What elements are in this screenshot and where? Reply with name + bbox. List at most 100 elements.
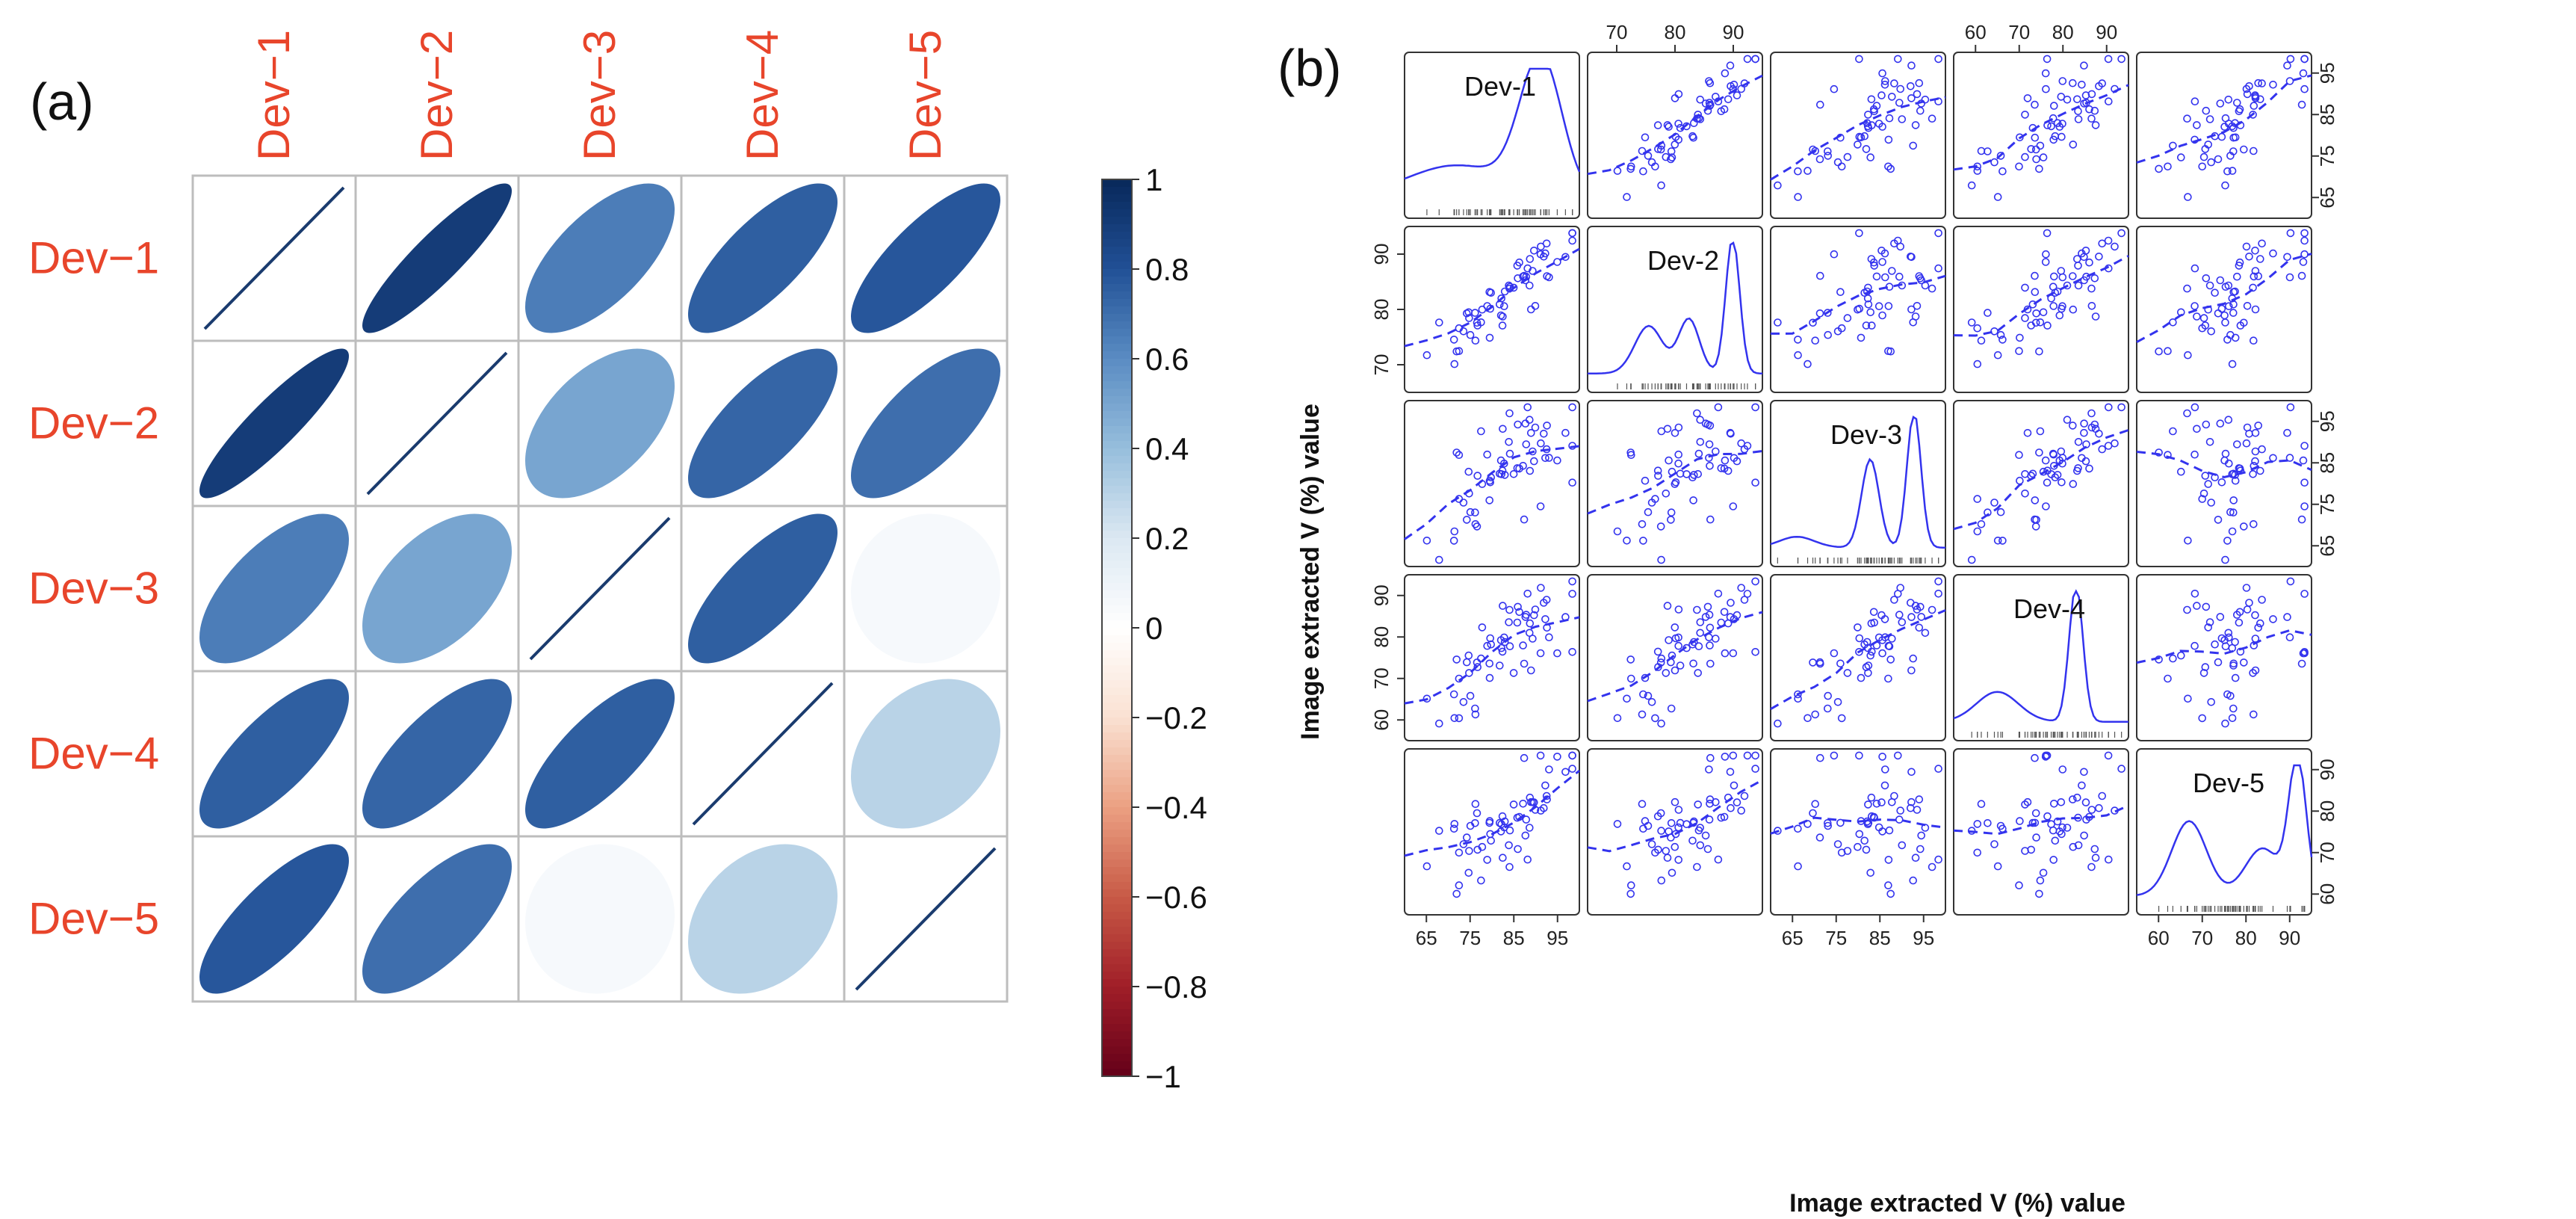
scatter-point bbox=[2269, 249, 2277, 258]
scatter-point bbox=[1721, 69, 1730, 78]
top-axis-tick-label: 90 bbox=[2096, 21, 2117, 43]
scatter-point bbox=[1639, 824, 1647, 833]
scatter-point bbox=[1705, 765, 1713, 774]
scatter-point bbox=[2235, 618, 2244, 627]
scatter-point bbox=[1743, 590, 1752, 598]
right-axis-tick-label: 75 bbox=[2316, 493, 2338, 515]
matrix-cell bbox=[843, 835, 1009, 1003]
scatter-point bbox=[1751, 403, 1759, 412]
scatter-point bbox=[1863, 294, 1872, 303]
scatter-point bbox=[1833, 327, 1842, 336]
right-axis-tick-label: 95 bbox=[2316, 62, 2338, 84]
scatter-point bbox=[2042, 84, 2050, 93]
colorbar-segment bbox=[1102, 262, 1132, 270]
scatter-point bbox=[1688, 473, 1697, 482]
scatter-point bbox=[1505, 437, 1513, 446]
scatter-point bbox=[2184, 694, 2192, 703]
scatter-point bbox=[1855, 830, 1864, 839]
scatter-point bbox=[1726, 768, 1735, 777]
colorbar-segment bbox=[1102, 441, 1132, 449]
correlation-ellipse bbox=[362, 183, 513, 333]
scatter-point bbox=[1527, 797, 1535, 806]
scatter-point bbox=[2063, 96, 2072, 104]
scatter-point bbox=[2251, 428, 2260, 437]
colorbar-tick-label: −0.8 bbox=[1145, 969, 1207, 1004]
bottom-axis-tick-label: 95 bbox=[1913, 927, 1934, 949]
diagonal-variable-label: Dev-1 bbox=[1464, 71, 1536, 102]
bottom-axis-tick-label: 75 bbox=[1459, 927, 1481, 949]
scatter-point bbox=[1682, 820, 1691, 828]
scatter-point bbox=[1990, 158, 1998, 167]
scatter-point bbox=[1526, 619, 1535, 628]
left-axis-tick-label: 70 bbox=[1370, 667, 1393, 689]
scatter-point bbox=[2043, 321, 2052, 330]
scatter-panel-frame bbox=[1953, 574, 2129, 741]
colorbar-segment bbox=[1102, 1002, 1132, 1010]
scatter-point bbox=[1909, 141, 1917, 150]
scatter-point bbox=[1435, 827, 1443, 835]
scatter-point bbox=[2223, 537, 2232, 545]
scatter-point bbox=[1536, 649, 1545, 658]
scatter-point bbox=[2299, 69, 2308, 78]
colorbar-segment bbox=[1102, 1031, 1132, 1040]
colorbar-segment bbox=[1102, 860, 1132, 868]
scatter-point bbox=[2183, 284, 2191, 293]
scatter-point bbox=[2039, 153, 2048, 161]
scatter-point bbox=[1521, 276, 1530, 285]
scatter-point bbox=[1917, 831, 1925, 840]
scatter-point bbox=[2021, 489, 2029, 498]
scatter-point bbox=[2049, 135, 2058, 144]
scatter-point bbox=[2202, 602, 2211, 611]
scatter-point bbox=[2214, 309, 2223, 318]
scatter-point bbox=[2041, 456, 2050, 465]
scatter-point bbox=[1499, 425, 1507, 433]
colorbar-segment bbox=[1102, 845, 1132, 853]
scatter-point bbox=[1894, 751, 1902, 760]
colorbar-segment bbox=[1102, 815, 1132, 823]
scatter-point bbox=[1880, 81, 1889, 89]
scatter-point bbox=[1641, 133, 1650, 142]
scatter-point bbox=[2300, 647, 2309, 656]
scatter-point bbox=[2087, 409, 2096, 418]
scatter-point bbox=[1627, 674, 1635, 683]
scatter-point bbox=[2229, 123, 2238, 132]
scatter-point bbox=[2251, 91, 2259, 99]
scatter-point bbox=[1522, 815, 1531, 824]
scatter-point bbox=[2080, 61, 2088, 70]
scatter-point bbox=[2235, 262, 2244, 270]
scatter-point bbox=[2225, 302, 2233, 311]
scatter-point bbox=[1730, 781, 1739, 790]
scatter-point bbox=[2098, 239, 2106, 248]
scatter-point bbox=[1701, 99, 1710, 108]
scatter-point bbox=[1657, 181, 1665, 190]
scatter-point bbox=[2036, 318, 2045, 327]
scatter-panel-frame bbox=[1404, 748, 1580, 916]
scatter-point bbox=[2015, 881, 2023, 889]
scatter-point bbox=[2245, 82, 2253, 90]
scatter-point bbox=[1568, 229, 1576, 238]
scatter-point bbox=[1526, 466, 1535, 475]
row-label: Dev−2 bbox=[28, 398, 159, 448]
scatter-point bbox=[1531, 423, 1540, 432]
scatter-point bbox=[1885, 114, 1894, 123]
scatter-point bbox=[1774, 827, 1782, 835]
colorbar-segment bbox=[1102, 643, 1132, 651]
scatter-point bbox=[1884, 674, 1892, 683]
scatter-point bbox=[2081, 91, 2090, 99]
scatter-point bbox=[1878, 311, 1886, 320]
scatter-point bbox=[2015, 451, 2023, 460]
scatter-point bbox=[1693, 862, 1701, 871]
scatter-point bbox=[1815, 309, 1824, 318]
scatter-point bbox=[1513, 262, 1522, 270]
scatter-point bbox=[1916, 274, 1925, 283]
scatter-point bbox=[2300, 502, 2309, 510]
row-label: Dev−5 bbox=[28, 894, 159, 944]
scatter-point bbox=[1671, 623, 1679, 632]
scatter-point bbox=[1916, 845, 1925, 854]
scatter-point bbox=[1656, 145, 1665, 154]
scatter-point bbox=[1464, 868, 1473, 877]
scatter-point bbox=[2023, 428, 2032, 437]
scatter-point bbox=[1809, 809, 1817, 818]
scatter-point bbox=[1527, 666, 1535, 675]
scatter-point bbox=[1638, 800, 1647, 808]
